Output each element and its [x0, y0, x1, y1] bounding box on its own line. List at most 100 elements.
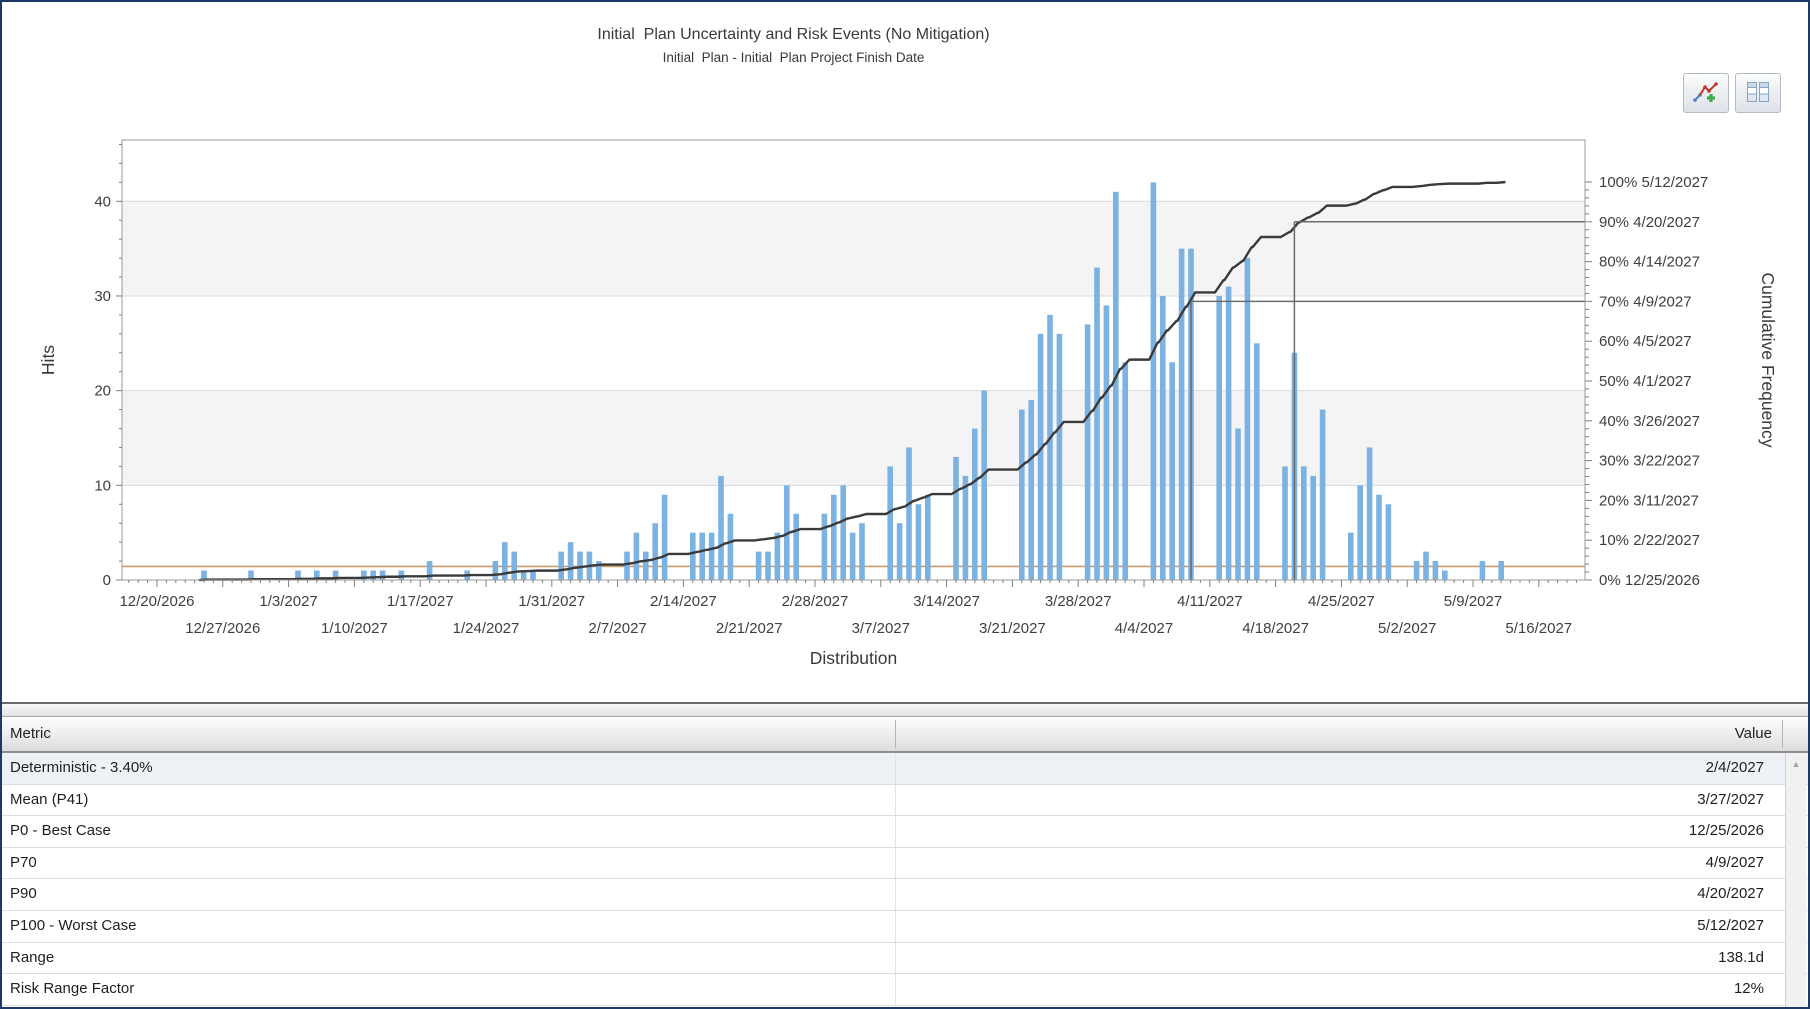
x-tick-label: 1/31/2027 [518, 593, 585, 610]
histogram-bar [1366, 447, 1373, 580]
histogram-bar [896, 523, 903, 580]
histogram-bar [755, 551, 762, 580]
histogram-bar [831, 494, 837, 580]
column-divider [895, 816, 896, 847]
histogram-bar [652, 523, 658, 580]
histogram-bar [708, 532, 715, 580]
x-tick-label: 12/20/2026 [119, 593, 194, 610]
histogram-bar [1019, 409, 1025, 580]
y-left-tick-label: 10 [94, 477, 111, 494]
histogram-bar [502, 542, 508, 580]
histogram-bar [1113, 191, 1119, 580]
column-divider [895, 974, 896, 1005]
histogram-bar [398, 570, 405, 580]
histogram-bar [1282, 466, 1288, 580]
histogram-bar [1122, 362, 1128, 580]
metric-cell: P90 [10, 885, 37, 903]
histogram-bar [765, 551, 771, 580]
x-tick-label: 2/14/2027 [650, 593, 717, 610]
histogram-bar [567, 542, 574, 580]
histogram-bar [1442, 570, 1448, 580]
histogram-bar [1150, 182, 1157, 581]
histogram-bar [1319, 409, 1326, 580]
histogram-bar [821, 513, 828, 580]
x-tick-label: 4/4/2027 [1115, 620, 1173, 637]
metrics-table: Metric Value Deterministic - 3.40% 2/4/20… [2, 717, 1808, 1007]
panel-splitter[interactable] [2, 702, 1808, 717]
histogram-bar [962, 475, 969, 580]
column-divider [895, 784, 896, 816]
histogram-bar [1498, 561, 1504, 580]
value-cell: 4/20/2027 [1697, 885, 1764, 903]
histogram-bar [1028, 400, 1034, 580]
value-cell: 2/4/2027 [1705, 759, 1764, 776]
histogram-bar [596, 561, 602, 580]
histogram-bar [624, 551, 630, 580]
histogram-bar [633, 532, 640, 580]
y-right-tick-label: 100% 5/12/2027 [1599, 174, 1708, 191]
histogram-bar [1094, 267, 1100, 580]
table-row[interactable]: P0 - Best Case 12/25/2026 [2, 816, 1808, 848]
x-tick-label: 12/27/2026 [185, 620, 260, 637]
table-row[interactable]: Mean (P41) 3/27/2027 [2, 784, 1808, 817]
value-cell: 3/27/2027 [1697, 790, 1764, 808]
histogram-bar [1479, 561, 1486, 580]
table-scrollbar[interactable]: ▲ [1785, 753, 1806, 1007]
column-divider[interactable] [1782, 720, 1783, 748]
y-right-axis-title: Cumulative Frequency [1758, 272, 1778, 447]
table-row[interactable]: Deterministic - 3.40% 2/4/2027 [2, 753, 1808, 785]
x-tick-label: 1/10/2027 [321, 620, 388, 637]
column-header-metric[interactable]: Metric [10, 725, 51, 742]
table-row[interactable]: P70 4/9/2027 [2, 847, 1808, 880]
cumulative-curve [198, 180, 1506, 582]
histogram-bar [1413, 561, 1420, 580]
histogram-bar [295, 570, 301, 580]
x-tick-label: 5/16/2027 [1505, 620, 1572, 637]
y-left-axis-title: Hits [38, 345, 58, 375]
x-tick-label: 5/9/2027 [1444, 593, 1502, 610]
metrics-table-body: Deterministic - 3.40% 2/4/2027 Mean (P41) 3… [2, 753, 1808, 1007]
histogram-bar [201, 570, 207, 580]
histogram-bar [727, 513, 734, 580]
histogram-bar [690, 532, 696, 580]
histogram-bar [492, 561, 499, 580]
column-divider [895, 753, 896, 784]
x-tick-label: 4/18/2027 [1242, 620, 1309, 637]
scroll-up-arrow-icon[interactable]: ▲ [1791, 759, 1801, 769]
histogram-bar [1056, 333, 1063, 580]
histogram-bar [1310, 475, 1316, 580]
table-row[interactable]: P100 - Worst Case 5/12/2027 [2, 910, 1808, 943]
table-row[interactable]: P90 4/20/2027 [2, 879, 1808, 911]
histogram-bar [1160, 295, 1166, 580]
x-tick-label: 3/28/2027 [1045, 593, 1112, 610]
histogram-bar [1423, 551, 1429, 580]
table-row[interactable]: Risk Range Factor 12% [2, 974, 1808, 1006]
histogram-bar [849, 532, 856, 580]
histogram-bar [793, 513, 799, 580]
histogram-bar [1216, 295, 1222, 580]
column-divider [895, 910, 896, 942]
histogram-bar [1047, 314, 1053, 580]
metric-cell: Deterministic - 3.40% [10, 759, 153, 776]
metric-cell: Risk Range Factor [10, 980, 135, 998]
histogram-bar [1225, 286, 1232, 580]
histogram-bar [379, 570, 386, 580]
x-tick-label: 1/17/2027 [387, 593, 454, 610]
metric-cell: P70 [10, 853, 37, 871]
histogram-bar [906, 447, 912, 580]
column-divider[interactable] [895, 720, 896, 748]
chart-settings-button[interactable] [1683, 73, 1729, 113]
histogram-bar [520, 570, 527, 580]
table-row[interactable]: Range 138.1d [2, 942, 1808, 975]
y-right-tick-label: 60% 4/5/2027 [1599, 333, 1692, 350]
histogram-bar [859, 523, 865, 580]
histogram-bar [426, 561, 433, 580]
distribution-chart-panel: 0 10 20 30 40 100% 5/12/2027 90% 4/20/2027 80% … [2, 2, 1808, 702]
column-header-value[interactable]: Value [1734, 725, 1772, 742]
chart-title: Initial Plan Uncertainty and Risk Events… [597, 26, 990, 43]
histogram-bar [314, 570, 320, 580]
plot-frame [121, 139, 1586, 581]
table-view-button[interactable] [1735, 73, 1781, 113]
y-right-tick-label: 20% 3/11/2027 [1599, 492, 1699, 509]
